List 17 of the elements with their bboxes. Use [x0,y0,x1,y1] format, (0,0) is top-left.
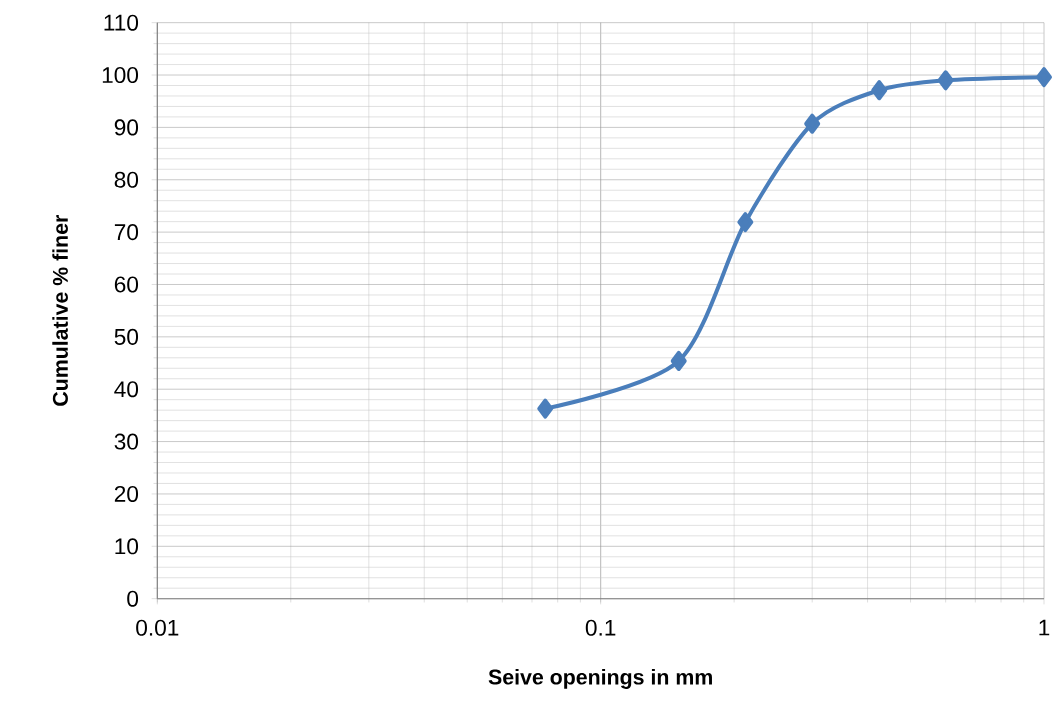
y-tick-label: 80 [114,171,139,188]
x-tick-label: 1 [1039,619,1050,636]
y-tick-label: 60 [114,276,139,293]
y-tick-label: 10 [115,538,139,555]
y-tick-label: 20 [114,486,139,503]
y-tick-label: 110 [104,14,139,31]
y-axis-title: Cumulative % finer [52,215,68,406]
y-tick-label: 50 [114,328,139,346]
x-tick-label: 0.01 [136,619,179,636]
y-tick-label: 90 [114,119,139,136]
y-tick-label: 100 [102,67,139,84]
y-tick-label: 70 [114,224,139,241]
x-axis-title: Seive openings in mm [488,669,712,690]
y-tick-label: 40 [114,381,139,398]
y-tick-label: 0 [127,590,139,607]
x-tick-label: 0.1 [585,619,616,636]
y-tick-label: 30 [114,433,139,450]
